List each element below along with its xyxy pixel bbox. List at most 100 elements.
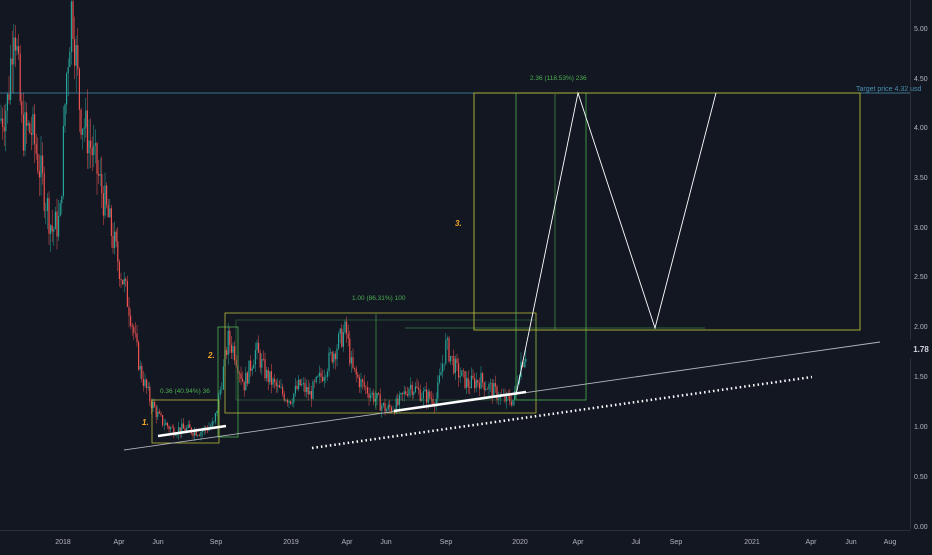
candle-body	[376, 393, 378, 399]
price-tick-2.50: 2.50	[914, 274, 928, 281]
candle-body	[242, 378, 244, 382]
candle-body	[326, 371, 328, 377]
candle-body	[2, 118, 4, 127]
candle-body	[144, 379, 146, 386]
time-tick: Sep	[440, 539, 453, 546]
candle-body	[368, 393, 370, 399]
candle-body	[437, 382, 439, 399]
candle-body	[270, 371, 272, 385]
candle-body	[43, 173, 45, 211]
candle-body	[267, 369, 269, 382]
candle-body	[363, 381, 365, 387]
candle-body	[485, 388, 487, 390]
candle-body	[427, 391, 429, 403]
candle-body	[29, 123, 31, 133]
candle-body	[19, 53, 21, 102]
candle-body	[365, 386, 367, 388]
candle-body	[107, 204, 109, 218]
time-tick: Apr	[114, 539, 126, 546]
candle-body	[286, 400, 288, 403]
candle-body	[424, 389, 426, 392]
candle-body	[118, 261, 120, 279]
candle-body	[234, 346, 236, 361]
candle-body	[309, 391, 311, 395]
candle-body	[219, 389, 221, 396]
measure2-label: 1.00 (86.31%) 100	[352, 295, 406, 302]
candle-body	[109, 208, 111, 218]
candle-body	[42, 155, 44, 174]
candle-body	[150, 401, 152, 409]
candle-body	[210, 426, 212, 428]
candle-body	[475, 380, 477, 389]
candle-body	[285, 400, 287, 401]
candle-body	[30, 132, 32, 135]
candle-body	[482, 373, 484, 383]
candle-body	[90, 140, 92, 148]
price-axis[interactable]: 5.00 4.50 4.00 3.50 3.00 2.50 2.00 1.50 …	[914, 26, 928, 531]
candle-body	[317, 376, 319, 377]
candle-body	[330, 352, 332, 353]
candle-body	[301, 384, 303, 386]
candle-body	[70, 1, 72, 53]
candle-body	[294, 385, 296, 394]
wave3-target-box	[473, 92, 861, 331]
support-line-2	[393, 390, 527, 413]
candle-body	[406, 394, 408, 396]
candle-body	[488, 384, 490, 390]
candle-body	[45, 210, 47, 212]
candle-body	[51, 225, 53, 232]
candle-body	[246, 372, 248, 384]
candle-body	[512, 399, 514, 406]
candle-body	[165, 422, 167, 425]
candle-body	[142, 379, 144, 386]
candle-body	[184, 428, 186, 432]
candle-body	[315, 376, 317, 383]
candle-body	[158, 411, 160, 414]
candle-body	[510, 401, 512, 406]
candle-body	[93, 145, 95, 156]
candle-body	[435, 398, 437, 407]
candle-body	[163, 424, 165, 426]
candle-body	[48, 198, 50, 234]
time-axis[interactable]: 2018 Apr Jun Sep 2019 Apr Jun Sep 2020 A…	[55, 539, 896, 546]
candle-body	[426, 389, 428, 403]
candle-body	[182, 423, 184, 429]
time-tick: Sep	[670, 539, 683, 546]
candle-body	[323, 377, 325, 381]
candle-body	[186, 427, 188, 432]
candle-body	[264, 359, 266, 379]
candle-body	[168, 426, 170, 430]
candle-body	[346, 321, 348, 334]
time-tick: Jun	[845, 539, 856, 546]
candle-body	[445, 339, 447, 364]
candle-body	[232, 346, 234, 353]
candle-body	[451, 355, 453, 357]
candle-body	[157, 411, 159, 417]
candle-body	[115, 231, 117, 242]
candle-body	[94, 143, 96, 146]
candle-body	[421, 398, 423, 401]
candle-body	[382, 402, 384, 406]
candle-body	[418, 388, 420, 390]
candle-body	[178, 427, 180, 435]
candle-body	[192, 433, 194, 436]
candle-body	[22, 114, 24, 151]
candle-body	[379, 394, 381, 411]
candle-body	[462, 370, 464, 372]
candle-body	[78, 68, 80, 110]
candle-body	[114, 231, 116, 249]
candle-body	[360, 379, 362, 388]
candle-body	[419, 389, 421, 401]
candle-body	[258, 342, 260, 353]
candle-body	[450, 355, 452, 362]
candle-body	[470, 375, 472, 388]
current-price-label: 1.78	[910, 340, 932, 358]
candle-body	[269, 371, 271, 382]
candle-body	[440, 371, 442, 376]
candle-body	[275, 381, 277, 387]
candle-body	[141, 365, 143, 380]
candle-body	[392, 410, 394, 412]
candle-body	[461, 370, 463, 377]
